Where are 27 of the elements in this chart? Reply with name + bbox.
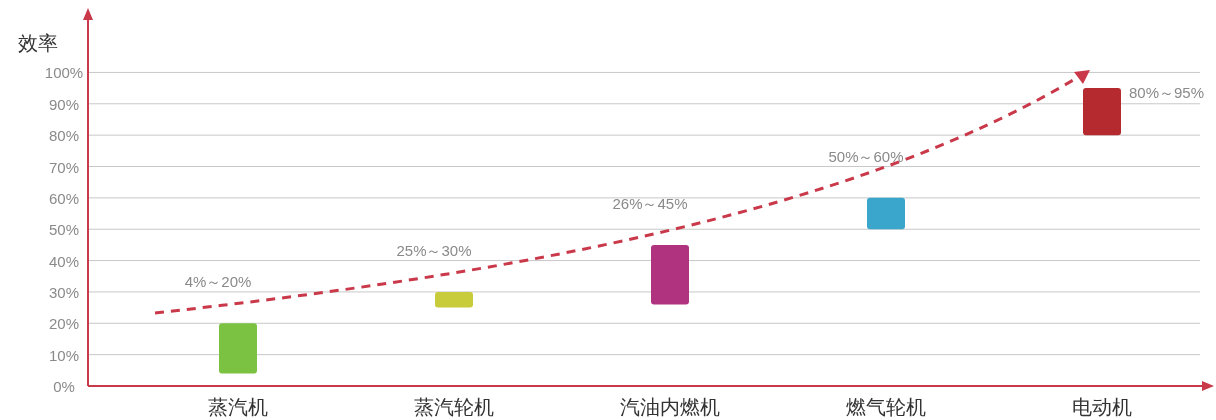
y-tick-label: 30%	[48, 283, 80, 301]
y-tick-label: 80%	[48, 127, 80, 145]
bar	[435, 291, 473, 308]
annotation: 26%～45%	[612, 194, 688, 212]
x-tick-label: 汽油内燃机	[620, 396, 720, 418]
annotation: 4%～20%	[184, 273, 252, 291]
annotation: 50%～60%	[828, 147, 904, 165]
y-tick-label: 50%	[48, 221, 80, 239]
y-tick-label: 0%	[53, 378, 75, 395]
annotation: 80%～95%	[1129, 84, 1205, 102]
y-tick-label: 10%	[48, 346, 80, 364]
bar	[651, 244, 689, 305]
bar	[1083, 88, 1121, 136]
bar	[219, 323, 257, 374]
y-tick-label: 40%	[48, 252, 80, 270]
x-tick-label: 蒸汽机	[208, 396, 268, 418]
annotation: 25%～30%	[396, 241, 472, 259]
x-tick-label: 电动机	[1072, 396, 1132, 418]
bar	[867, 197, 905, 230]
x-tick-label: 蒸汽轮机	[414, 396, 494, 418]
x-tick-label: 燃气轮机	[846, 396, 926, 418]
y-tick-label: 100%	[44, 64, 84, 82]
y-tick-label: 60%	[48, 189, 80, 207]
y-axis-title: 效率	[18, 32, 58, 54]
y-tick-label: 20%	[48, 315, 80, 333]
y-tick-label: 70%	[48, 158, 80, 176]
y-tick-label: 90%	[48, 95, 80, 113]
